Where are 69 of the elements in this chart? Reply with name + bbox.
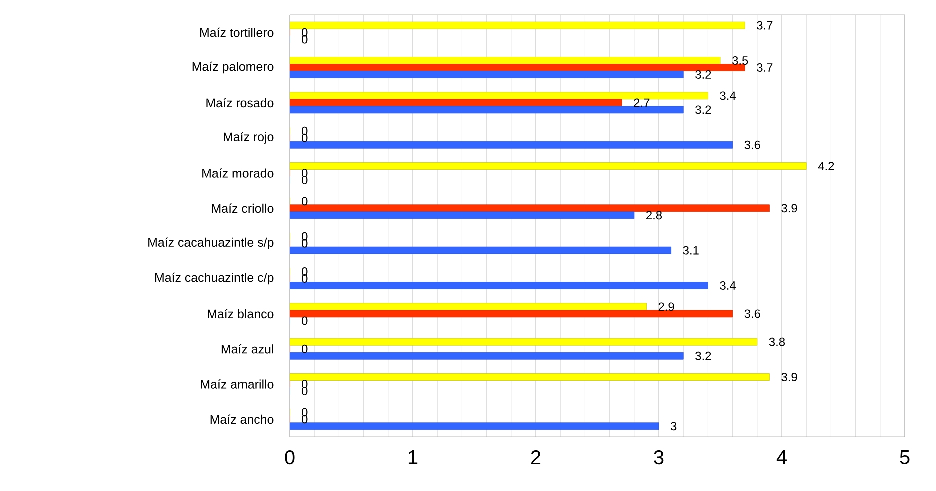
bar	[290, 352, 684, 360]
bar	[290, 310, 734, 318]
bar	[290, 204, 770, 212]
bar	[290, 106, 684, 114]
bar	[290, 92, 708, 100]
data-label: 0	[302, 169, 308, 178]
bar	[290, 212, 635, 220]
data-label: 0	[302, 232, 308, 241]
data-label: 3.2	[696, 352, 712, 360]
bar	[290, 374, 770, 381]
data-label: 3.6	[744, 310, 760, 318]
data-label: 3.7	[757, 21, 773, 30]
data-label: 3.9	[782, 204, 798, 213]
y-tick-label: Maíz morado	[202, 168, 274, 178]
y-tick-label: Maíz criollo	[212, 204, 274, 214]
bar	[290, 64, 746, 72]
bar	[290, 162, 807, 170]
data-label: 0	[302, 380, 308, 388]
data-label: 4.2	[818, 162, 834, 170]
y-tick-label: Maíz rosado	[206, 98, 274, 108]
bar	[290, 282, 708, 290]
data-label: 3.7	[757, 64, 773, 72]
bar	[290, 99, 622, 107]
bar	[290, 22, 746, 30]
data-label: 2.8	[646, 211, 662, 220]
x-tick-label: 3	[654, 450, 664, 465]
y-tick-label: Maíz amarillo	[201, 380, 274, 389]
bar	[290, 246, 672, 254]
data-label: 0	[302, 126, 308, 136]
data-label: 0	[302, 387, 308, 396]
x-tick-label: 0	[285, 450, 295, 465]
data-label: 0	[302, 415, 308, 424]
data-label: 3.5	[732, 56, 748, 65]
bar	[290, 57, 721, 64]
data-label: 0	[302, 197, 308, 206]
bar	[290, 141, 734, 149]
x-tick-label: 5	[900, 450, 910, 464]
data-label: 2.9	[658, 302, 674, 312]
data-label: 2.7	[634, 98, 650, 108]
data-label: 3.4	[720, 92, 736, 100]
data-label: 3.2	[696, 106, 712, 114]
data-label: 3.4	[720, 282, 736, 290]
y-tick-label: Maíz cacahuazintle s/p	[148, 238, 274, 250]
data-label: 3.8	[769, 338, 786, 346]
data-label: 0	[302, 316, 308, 326]
data-label: 3.1	[683, 246, 699, 255]
y-tick-label: Maíz palomero	[192, 62, 274, 74]
bar	[290, 422, 660, 430]
x-tick-label: 4	[776, 450, 787, 464]
y-tick-label: Maíz azul	[222, 344, 274, 354]
data-label: 3.2	[696, 70, 712, 79]
data-label: 0	[302, 28, 308, 37]
data-label: 0	[302, 176, 308, 184]
bar	[290, 338, 758, 346]
bar	[290, 303, 647, 311]
y-tick-label: Maíz tortillero	[200, 28, 274, 38]
data-label: 0	[302, 268, 308, 276]
data-label: 0	[302, 344, 308, 354]
data-label: 3	[670, 422, 677, 431]
data-label: 3.6	[744, 140, 760, 150]
x-tick-label: 2	[531, 450, 541, 464]
y-tick-label: Maíz rojo	[224, 132, 274, 144]
y-tick-label: Maíz blanco	[208, 309, 274, 319]
x-tick-label: 1	[408, 450, 418, 464]
y-tick-label: Maíz cachuazintle c/p	[155, 272, 274, 285]
data-label: 0	[302, 274, 308, 283]
bar	[290, 71, 684, 78]
data-label: 3.9	[782, 373, 798, 382]
y-tick-label: Maíz ancho	[210, 414, 274, 424]
